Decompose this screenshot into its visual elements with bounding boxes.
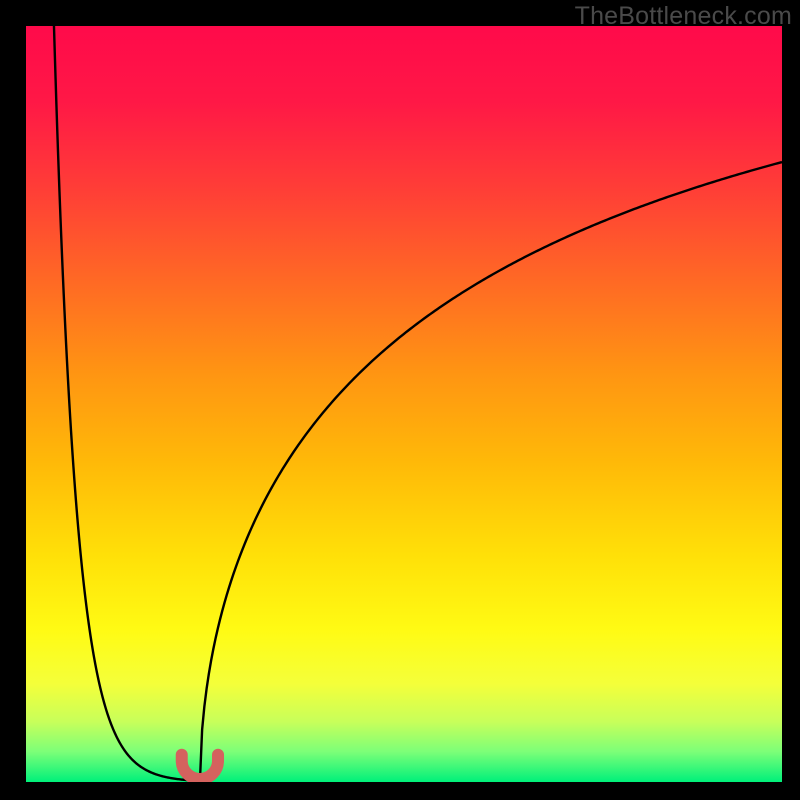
plot-area bbox=[26, 26, 782, 782]
bottleneck-curve bbox=[54, 26, 782, 782]
curve-layer bbox=[26, 26, 782, 782]
watermark-text: TheBottleneck.com bbox=[575, 2, 792, 31]
chart-root: TheBottleneck.com bbox=[0, 0, 800, 800]
